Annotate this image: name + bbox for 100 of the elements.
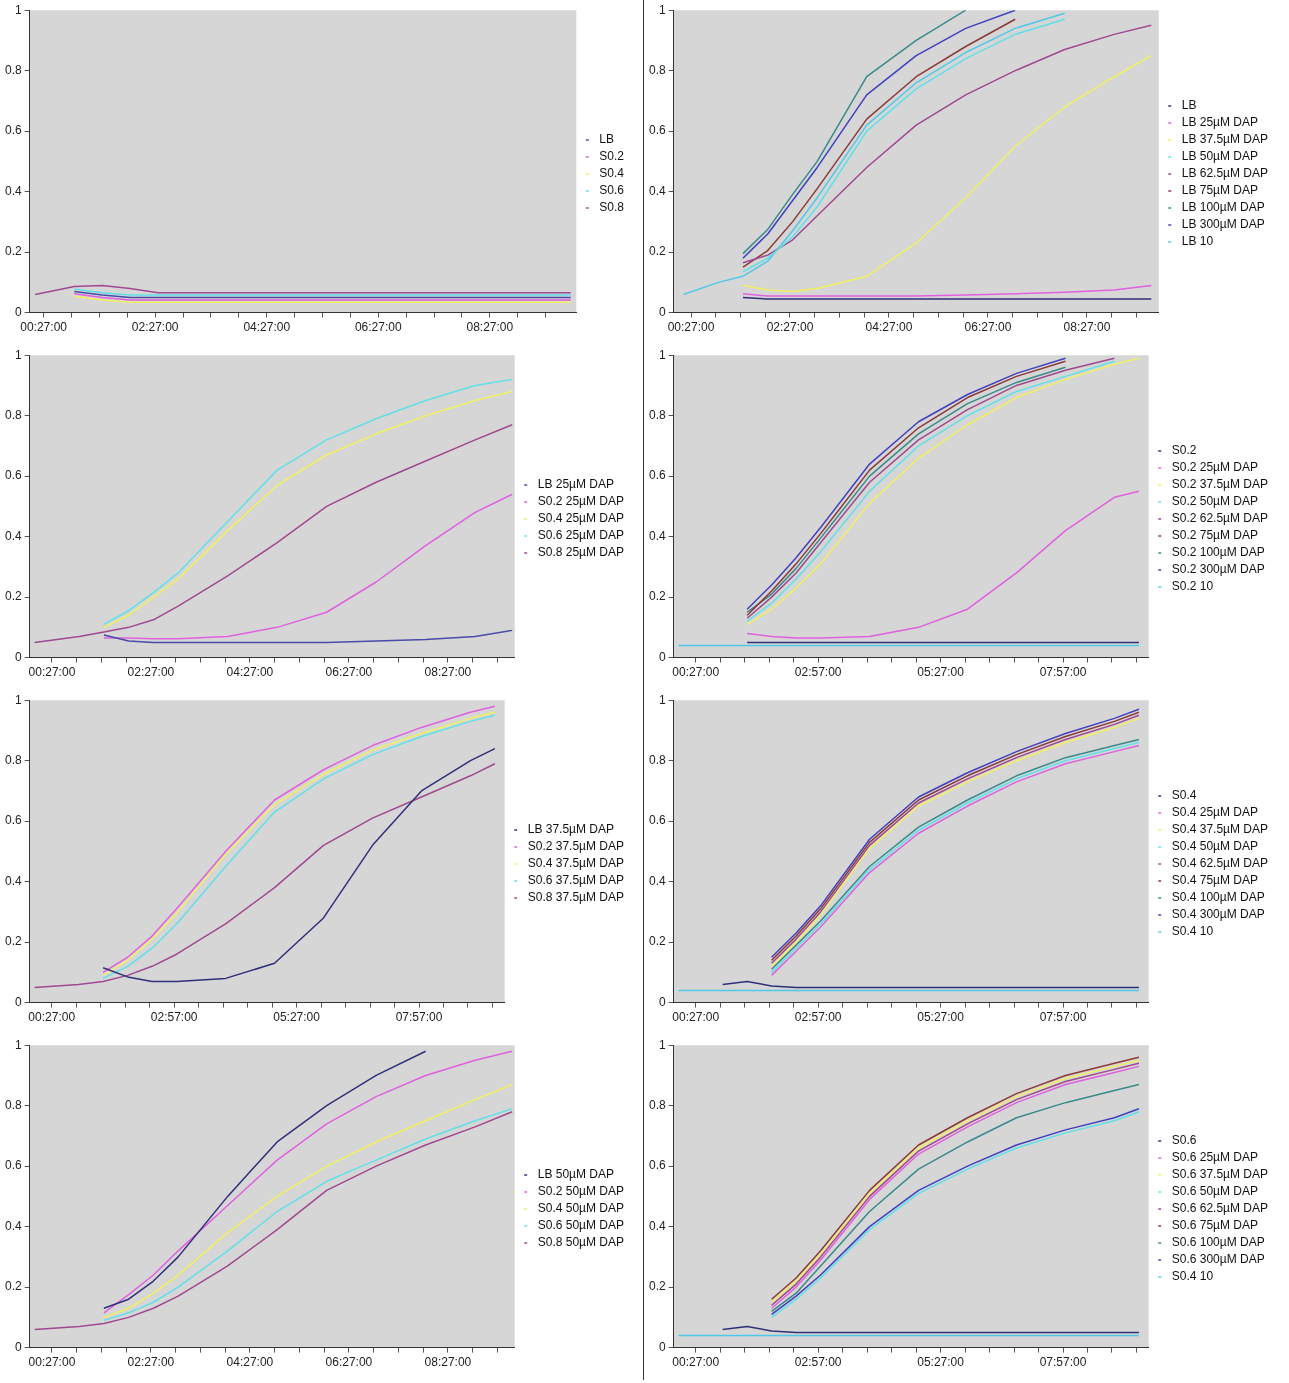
legend-label: S0.6 50µM DAP (1171, 1184, 1258, 1199)
y-tick-label: 0 (658, 1339, 666, 1354)
y-tick-label: 0.2 (648, 244, 666, 259)
y-tick-label: 0.6 (4, 123, 22, 138)
legend-label: S0.2 37.5µM DAP (1171, 477, 1268, 492)
legend-label: S0.2 62.5µM DAP (1171, 511, 1268, 526)
legend-label: S0.2 (599, 149, 625, 164)
legend-label: S0.4 50µM DAP (537, 1201, 625, 1216)
legend-label: S0.2 25µM DAP (537, 494, 625, 509)
y-tick-label: 0.4 (648, 528, 666, 543)
x-tick-label: 00:27:00 (672, 1010, 720, 1025)
x-tick-label: 07:57:00 (1039, 1355, 1087, 1370)
y-tick-label: 0.8 (648, 62, 666, 77)
y-tick-label: 1 (14, 1037, 22, 1052)
y-tick-label: 0.4 (648, 183, 666, 198)
legend-label: S0.2 100µM DAP (1171, 545, 1265, 560)
y-tick-label: 1 (658, 2, 666, 17)
legend-label: S0.6 75µM DAP (1171, 1218, 1258, 1233)
y-tick-label: 0.6 (4, 813, 22, 828)
legend-label: S0.6 300µM DAP (1171, 1252, 1265, 1267)
y-tick-label: 0.8 (4, 62, 22, 77)
y-tick-label: 0.4 (4, 1218, 22, 1233)
x-tick-label: 02:57:00 (794, 1355, 842, 1370)
y-tick-label: 0 (658, 649, 666, 664)
legend-label: S0.2 25µM DAP (1171, 460, 1258, 475)
x-tick-label: 00:27:00 (28, 1010, 76, 1025)
y-tick-label: 1 (14, 2, 22, 17)
legend-label: S0.6 (599, 183, 625, 198)
legend-label: LB (1181, 98, 1197, 113)
x-tick-label: 08:27:00 (424, 665, 472, 680)
x-tick-label: 04:27:00 (865, 320, 913, 335)
legend-label: S0.2 10 (1171, 579, 1214, 594)
y-tick-label: 0.8 (4, 752, 22, 767)
y-tick-label: 0.4 (4, 183, 22, 198)
legend-label: S0.8 25µM DAP (537, 545, 625, 560)
x-tick-label: 08:27:00 (424, 1355, 472, 1370)
legend-label: LB 300µM DAP (1181, 217, 1265, 232)
legend-label: S0.4 10 (1171, 1269, 1214, 1284)
legend-label: LB 75µM DAP (1181, 183, 1258, 198)
y-tick-label: 0.4 (4, 528, 22, 543)
x-tick-label: 07:57:00 (1039, 1010, 1087, 1025)
legend-label: S0.2 300µM DAP (1171, 562, 1265, 577)
x-tick-label: 04:27:00 (226, 665, 274, 680)
legend-label: S0.8 (599, 200, 625, 215)
y-tick-label: 0.6 (648, 1158, 666, 1173)
x-tick-label: 05:27:00 (273, 1010, 321, 1025)
legend-label: S0.4 (599, 166, 625, 181)
legend-label: S0.8 37.5µM DAP (527, 890, 624, 905)
y-tick-label: 0.8 (648, 407, 666, 422)
y-tick-label: 0.6 (648, 813, 666, 828)
x-tick-label: 02:57:00 (150, 1010, 198, 1025)
legend-label: S0.2 75µM DAP (1171, 528, 1258, 543)
y-tick-label: 1 (14, 347, 22, 362)
legend-label: S0.4 37.5µM DAP (1171, 822, 1268, 837)
legend-label: S0.6 37.5µM DAP (1171, 1167, 1268, 1182)
legend-label: S0.6 37.5µM DAP (527, 873, 624, 888)
y-tick-label: 0.8 (4, 407, 22, 422)
legend-label: S0.4 25µM DAP (537, 511, 625, 526)
y-tick-label: 0.8 (4, 1097, 22, 1112)
legend-label: S0.4 25µM DAP (1171, 805, 1258, 820)
y-tick-label: 0 (14, 304, 22, 319)
legend-label: LB 10 (1181, 234, 1214, 249)
legend-label: LB 100µM DAP (1181, 200, 1265, 215)
y-tick-label: 1 (658, 692, 666, 707)
legend-label: LB 37.5µM DAP (1181, 132, 1269, 147)
x-tick-label: 06:27:00 (325, 665, 373, 680)
x-tick-label: 05:27:00 (917, 665, 965, 680)
y-tick-label: 1 (658, 1037, 666, 1052)
x-tick-label: 06:27:00 (964, 320, 1012, 335)
y-tick-label: 0.2 (4, 244, 22, 259)
y-tick-label: 0.4 (4, 873, 22, 888)
x-tick-label: 00:27:00 (672, 1355, 720, 1370)
legend-label: S0.4 10 (1171, 924, 1214, 939)
y-tick-label: 0.6 (648, 468, 666, 483)
x-tick-label: 02:57:00 (794, 1010, 842, 1025)
legend-label: LB 25µM DAP (537, 477, 614, 492)
legend-label: LB (599, 132, 614, 147)
legend-label: S0.4 300µM DAP (1171, 907, 1265, 922)
legend-label: LB 25µM DAP (1181, 115, 1258, 130)
legend-label: S0.6 50µM DAP (537, 1218, 625, 1233)
x-tick-label: 08:27:00 (1063, 320, 1111, 335)
y-tick-label: 0 (14, 1339, 22, 1354)
x-tick-label: 00:27:00 (28, 665, 76, 680)
legend-label: S0.4 75µM DAP (1171, 873, 1258, 888)
y-tick-label: 0.8 (648, 1097, 666, 1112)
legend-label: S0.2 50µM DAP (1171, 494, 1258, 509)
x-tick-label: 02:27:00 (131, 320, 179, 335)
legend-label: S0.2 (1171, 443, 1197, 458)
y-tick-label: 0 (658, 304, 666, 319)
x-tick-label: 04:27:00 (226, 1355, 274, 1370)
legend-label: S0.4 50µM DAP (1171, 839, 1258, 854)
y-tick-label: 0.2 (648, 934, 666, 949)
x-tick-label: 07:57:00 (1039, 665, 1087, 680)
legend-label: S0.6 (1171, 1133, 1197, 1148)
x-tick-label: 02:27:00 (127, 1355, 175, 1370)
legend-label: LB 62.5µM DAP (1181, 166, 1269, 181)
y-tick-label: 0.4 (648, 873, 666, 888)
y-tick-label: 1 (14, 692, 22, 707)
y-tick-label: 0.6 (648, 123, 666, 138)
y-tick-label: 0.2 (4, 589, 22, 604)
